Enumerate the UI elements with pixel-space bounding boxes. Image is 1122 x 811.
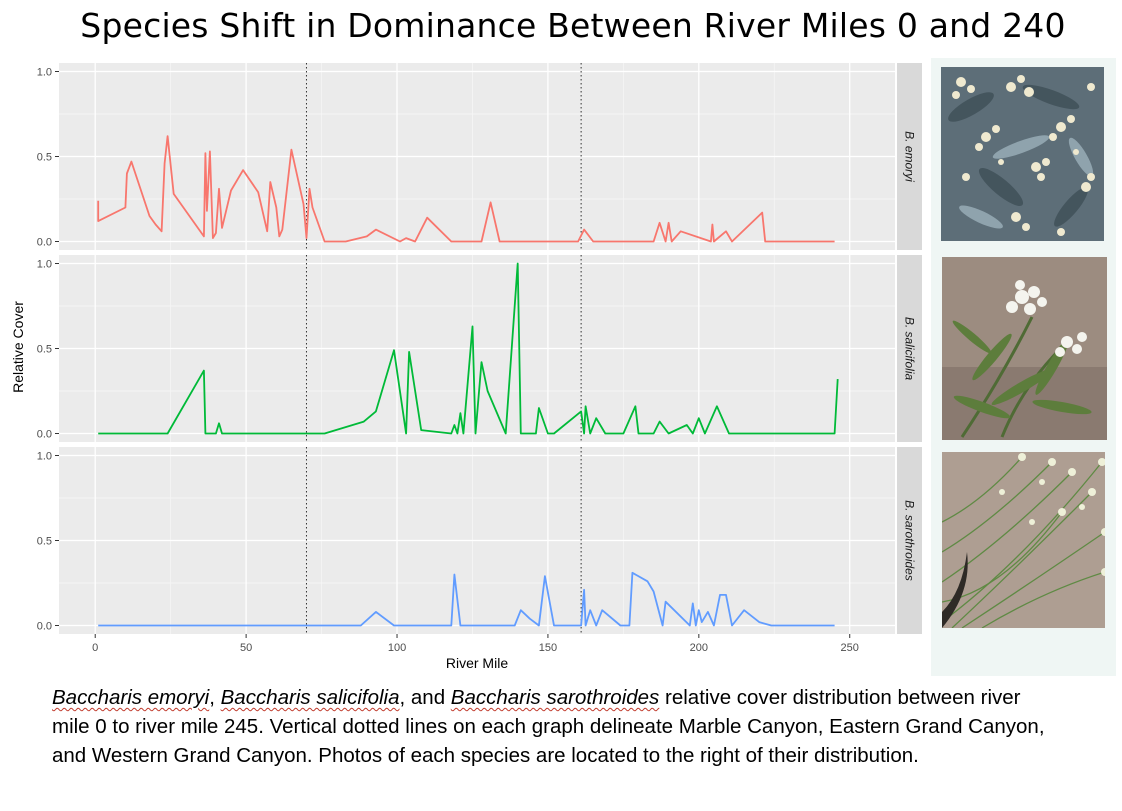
caption-body: relative cover distribution between rive… — [52, 686, 1045, 767]
facet-strip-label: B. salicifolia — [903, 317, 917, 381]
x-tick-label: 50 — [240, 642, 252, 654]
x-axis-label: River Mile — [446, 655, 508, 671]
y-tick-label: 1.0 — [37, 259, 52, 271]
facet-panel-2: 0.0 0.5 1.0 B. sarothroides — [37, 447, 922, 634]
y-tick-label: 0.0 — [37, 429, 52, 441]
y-tick-label: 1.0 — [37, 451, 52, 463]
caption-species-emoryi: Baccharis emoryi — [52, 686, 210, 709]
b-salicifolia-photo — [942, 257, 1107, 440]
y-tick-label: 0.5 — [37, 344, 52, 356]
faceted-line-chart: 0.0 0.5 1.0 B. emoryi 0.0 0.5 1.0 B. salicifoli… — [10, 63, 922, 671]
y-tick-label: 0.5 — [37, 536, 52, 548]
y-axis-label: Relative Cover — [10, 301, 26, 393]
b-sarothroides-photo — [942, 452, 1105, 628]
series-line-1 — [98, 262, 839, 435]
b-emoryi-photo — [941, 67, 1104, 241]
y-tick-label: 1.0 — [37, 67, 52, 79]
x-tick-label: 200 — [690, 642, 708, 654]
series-line-2 — [98, 571, 835, 627]
series-line-0 — [97, 135, 835, 243]
x-tick-label: 0 — [92, 642, 98, 654]
y-tick-label: 0.0 — [37, 621, 52, 633]
facet-strip-label: B. sarothroides — [903, 500, 917, 581]
facet-strip-label: B. emoryi — [903, 131, 917, 182]
species-photo-column — [931, 58, 1116, 676]
x-tick-label: 250 — [841, 642, 859, 654]
facet-panel-1: 0.0 0.5 1.0 B. salicifolia — [37, 255, 922, 442]
facet-strip — [897, 255, 922, 442]
caption-sep-2: , and — [399, 686, 451, 709]
facet-strip — [897, 63, 922, 250]
x-tick-label: 100 — [388, 642, 406, 654]
caption-species-salicifolia: Baccharis salicifolia — [220, 686, 400, 709]
figure-caption: Baccharis emoryi, Baccharis salicifolia,… — [52, 683, 1052, 770]
page-title: Species Shift in Dominance Between River… — [80, 6, 1066, 45]
y-tick-label: 0.5 — [37, 152, 52, 164]
y-tick-label: 0.0 — [37, 237, 52, 249]
facet-panel-0: 0.0 0.5 1.0 B. emoryi — [37, 63, 922, 250]
x-tick-label: 150 — [539, 642, 557, 654]
caption-sep-1: , — [209, 686, 221, 709]
caption-species-sarothroides: Baccharis sarothroides — [450, 686, 660, 709]
facet-strip — [897, 447, 922, 634]
